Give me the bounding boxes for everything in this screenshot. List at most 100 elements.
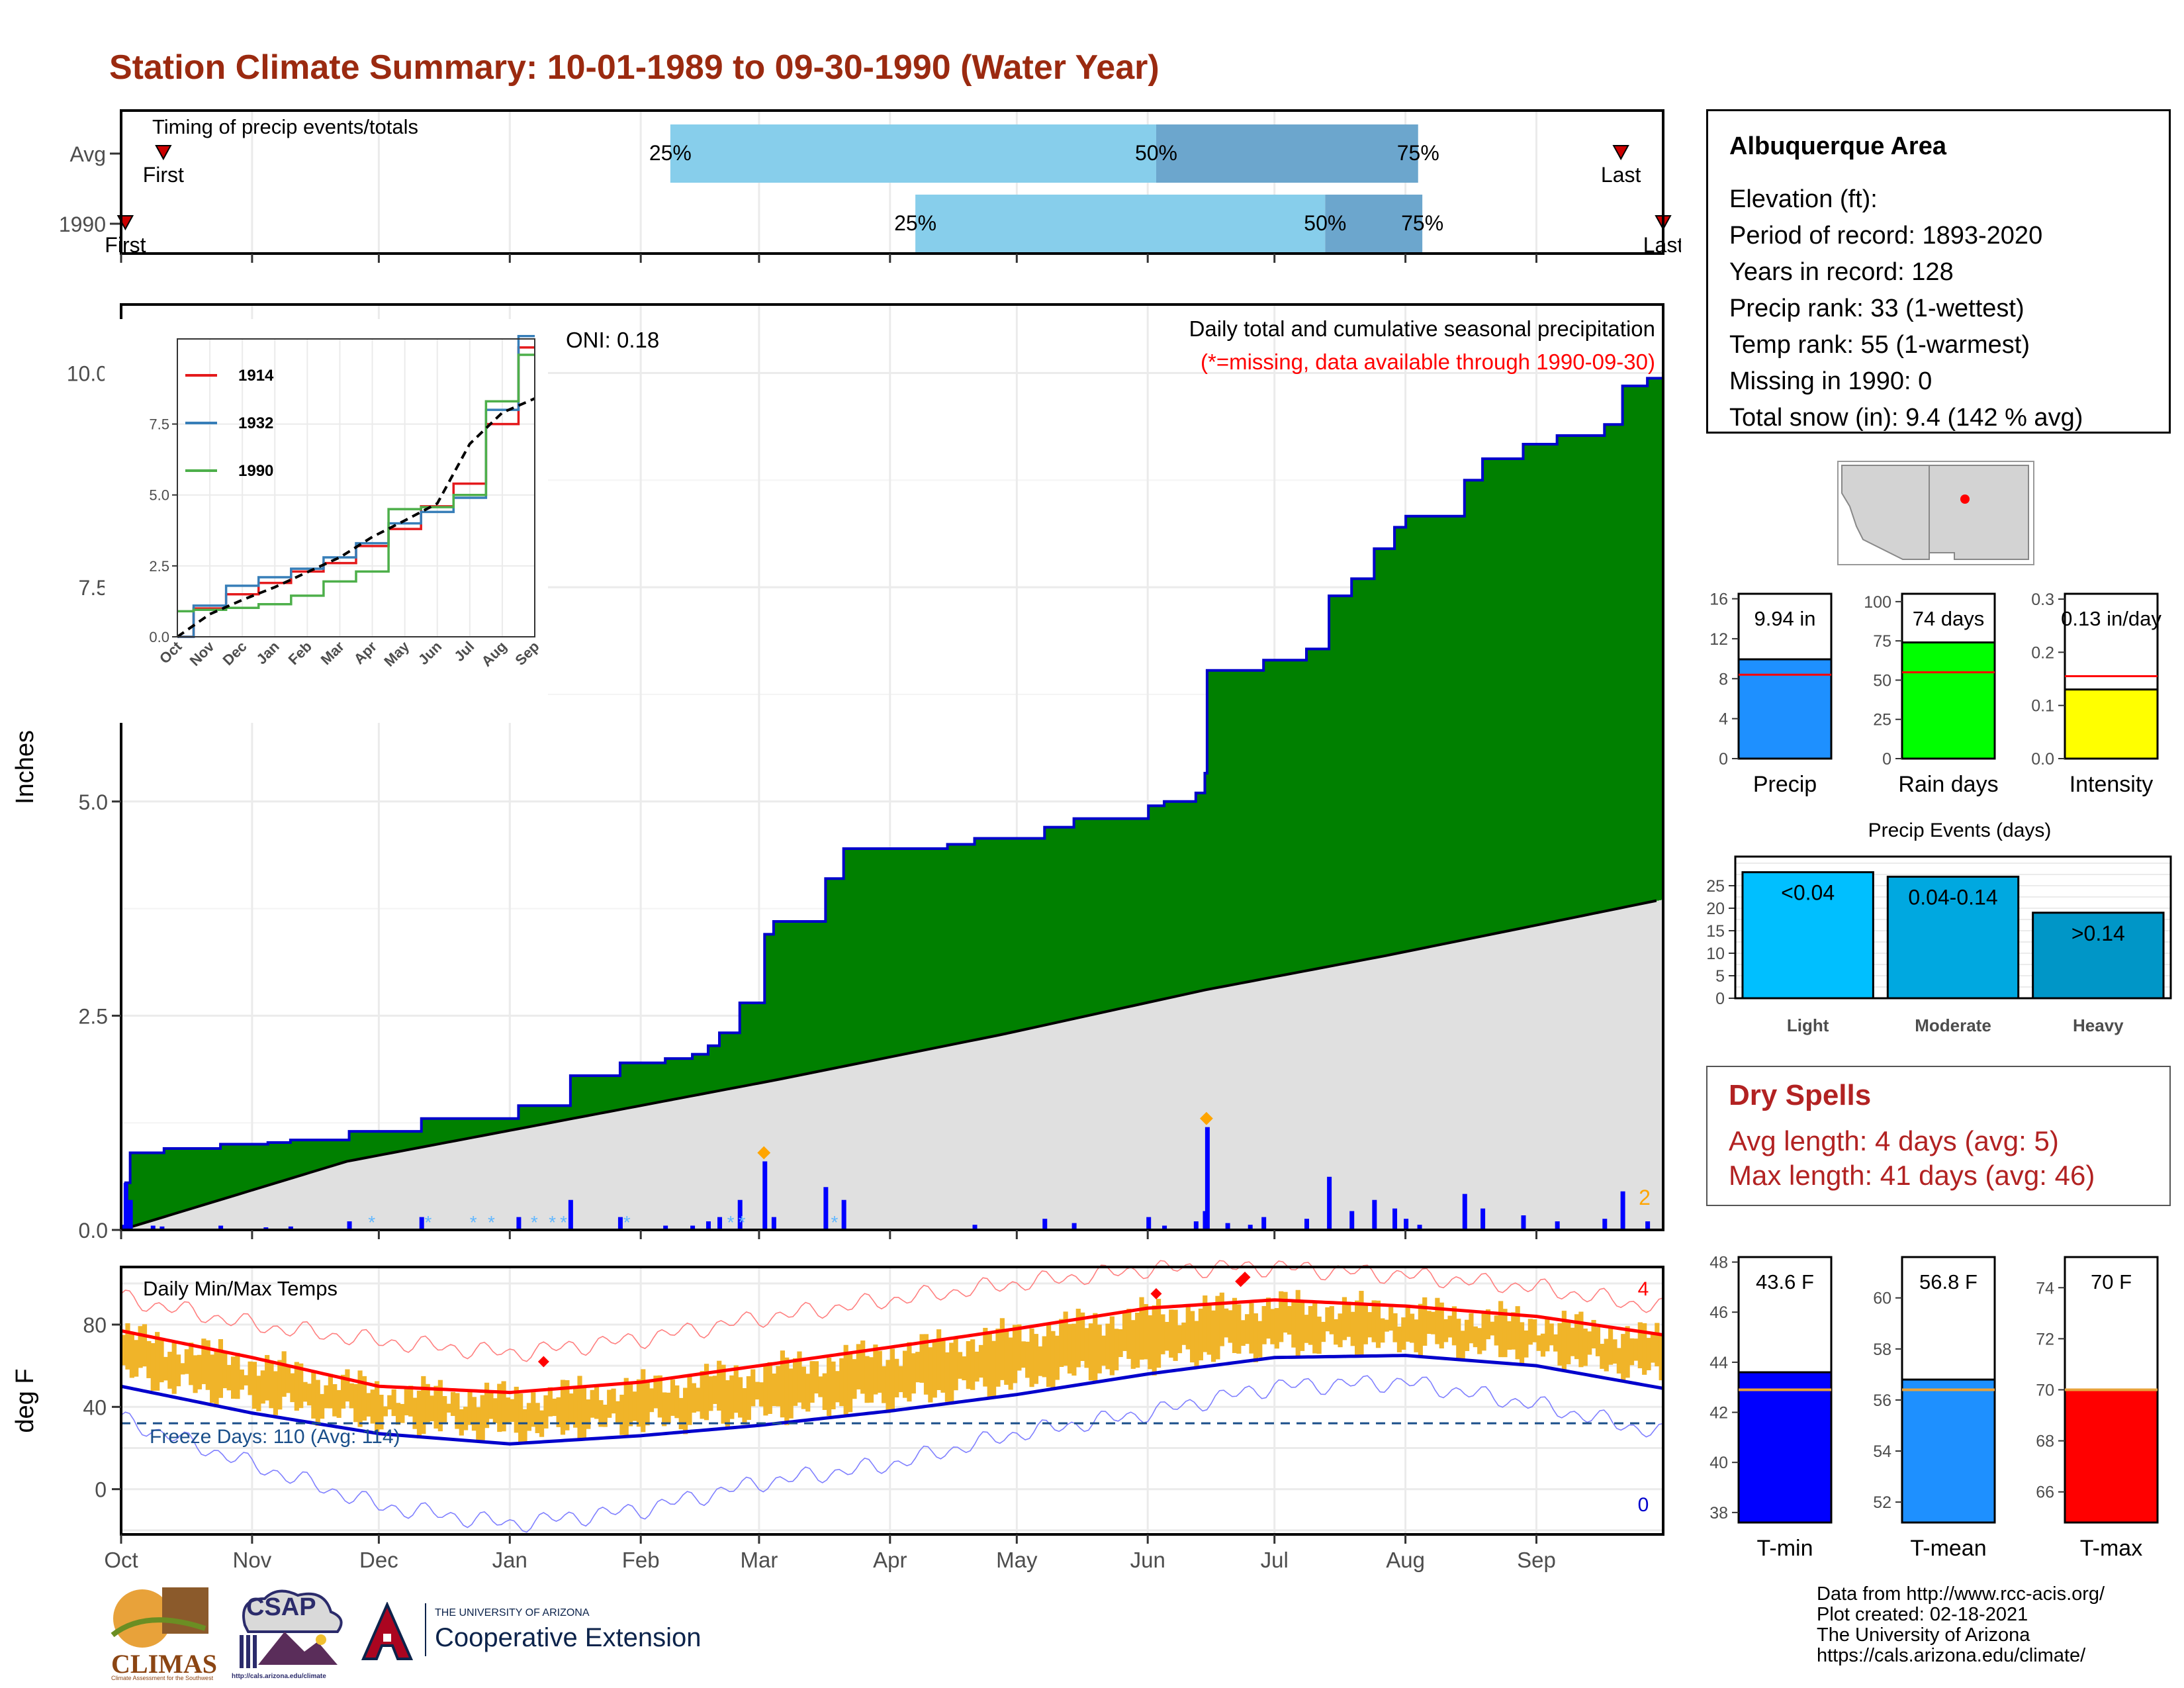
above-average-band (363, 1131, 366, 1158)
gauge-ytick-label: 40 (1709, 1454, 1728, 1472)
daily-temp-bar (357, 1370, 363, 1427)
inset-legend-label: 1990 (238, 462, 273, 480)
gauge-ytick-label: 56 (1873, 1391, 1891, 1410)
daily-temp-bar (632, 1391, 637, 1421)
daily-temp-bar (953, 1336, 958, 1391)
temp-ytick-label: 80 (83, 1313, 107, 1337)
daily-precip-bar (1042, 1219, 1048, 1230)
daily-temp-bar (966, 1340, 971, 1389)
above-average-band (1638, 385, 1641, 905)
above-average-band (286, 1142, 289, 1180)
daily-temp-bar (1485, 1309, 1491, 1340)
above-average-band (683, 1058, 686, 1098)
above-average-band (635, 1062, 639, 1107)
above-average-band (1469, 480, 1472, 939)
daily-temp-bar (1473, 1326, 1478, 1348)
above-average-band (608, 1076, 612, 1112)
above-average-band (1308, 649, 1312, 970)
daily-temp-bar (1164, 1321, 1169, 1351)
daily-temp-bar (1215, 1295, 1220, 1360)
above-average-band (248, 1144, 251, 1192)
above-average-band (737, 1033, 741, 1088)
above-average-band (421, 1118, 424, 1148)
above-average-band (604, 1076, 608, 1113)
above-average-band (696, 1054, 700, 1096)
above-average-band (1574, 436, 1578, 917)
daily-temp-bar (1177, 1325, 1183, 1354)
gauge-bar-intensity (2064, 688, 2159, 760)
snow-marker: * (470, 1212, 477, 1233)
large-event-marker (1199, 1111, 1213, 1125)
gauge-ytick-label: 16 (1709, 590, 1728, 609)
daily-temp-bar (873, 1344, 878, 1395)
above-average-band (1462, 516, 1465, 941)
gauge-value-label: 56.8 F (1919, 1270, 1978, 1293)
above-average-band (1205, 773, 1208, 990)
above-average-band (1184, 801, 1187, 995)
daily-temp-bar (492, 1398, 498, 1423)
above-average-band (617, 1076, 621, 1110)
above-average-band (1225, 670, 1228, 986)
above-average-band (1401, 527, 1404, 953)
above-average-band (1602, 436, 1605, 912)
above-average-band (403, 1131, 406, 1151)
daily-temp-bar (328, 1374, 333, 1409)
snow-marker: * (727, 1212, 735, 1233)
daily-temp-bar (1232, 1297, 1238, 1353)
dry-spells-max: Max length: 41 days (avg: 46) (1729, 1160, 2095, 1191)
above-average-band (882, 848, 885, 1059)
above-average-band (518, 1105, 522, 1129)
station-elevation: Elevation (ft): (1729, 185, 1878, 213)
daily-temp-bar (159, 1340, 164, 1383)
above-average-band (619, 1062, 623, 1110)
above-average-band (1478, 480, 1481, 937)
daily-temp-bar (886, 1360, 891, 1413)
above-average-band (755, 1002, 758, 1084)
above-average-band (1406, 516, 1409, 952)
above-average-band (424, 1118, 427, 1147)
above-average-band (1351, 579, 1355, 962)
daily-precip-bar (690, 1225, 696, 1230)
average-tmax-line (120, 1298, 1664, 1395)
above-average-band (981, 838, 984, 1039)
above-average-band (1252, 670, 1255, 981)
daily-temp-bar (226, 1365, 232, 1391)
daily-temp-bar (463, 1407, 469, 1430)
above-average-band (1498, 459, 1501, 933)
above-average-band (141, 1152, 144, 1224)
above-average-band (1622, 385, 1625, 908)
daily-temp-bar (1063, 1311, 1068, 1366)
daily-temp-bar (776, 1366, 781, 1407)
above-average-band (554, 1105, 558, 1122)
daily-temp-bar (1130, 1320, 1136, 1369)
daily-temp-bar (366, 1393, 371, 1417)
above-average-band (570, 1076, 573, 1119)
above-average-band (787, 921, 790, 1078)
above-average-band (209, 1149, 212, 1203)
above-average-band (265, 1144, 269, 1186)
above-average-band (1118, 818, 1122, 1009)
above-average-band (1394, 527, 1398, 955)
above-average-band (315, 1140, 318, 1171)
daily-temp-bar (1443, 1319, 1449, 1342)
daily-temp-bar (809, 1361, 815, 1403)
above-average-band (261, 1144, 264, 1188)
daily-temp-bar (1097, 1325, 1102, 1374)
above-average-band (1069, 827, 1072, 1020)
above-average-band (1604, 424, 1608, 912)
daily-temp-bar (581, 1386, 586, 1440)
above-average-band (482, 1118, 485, 1136)
events-ytick-label: 0 (1715, 990, 1725, 1008)
above-average-band (1338, 596, 1341, 965)
daily-temp-bar (784, 1357, 790, 1425)
daily-temp-bar (1650, 1333, 1656, 1363)
daily-temp-bar (336, 1389, 341, 1418)
above-average-band (559, 1105, 562, 1121)
above-average-band (437, 1118, 440, 1145)
daily-temp-bar (797, 1351, 802, 1403)
above-average-band (1473, 480, 1477, 938)
gauge-ytick-label: 42 (1709, 1404, 1728, 1423)
daily-temp-bar (911, 1353, 916, 1394)
daily-temp-bar (1173, 1309, 1178, 1361)
precip-chart-title: Daily total and cumulative seasonal prec… (1189, 316, 1655, 341)
